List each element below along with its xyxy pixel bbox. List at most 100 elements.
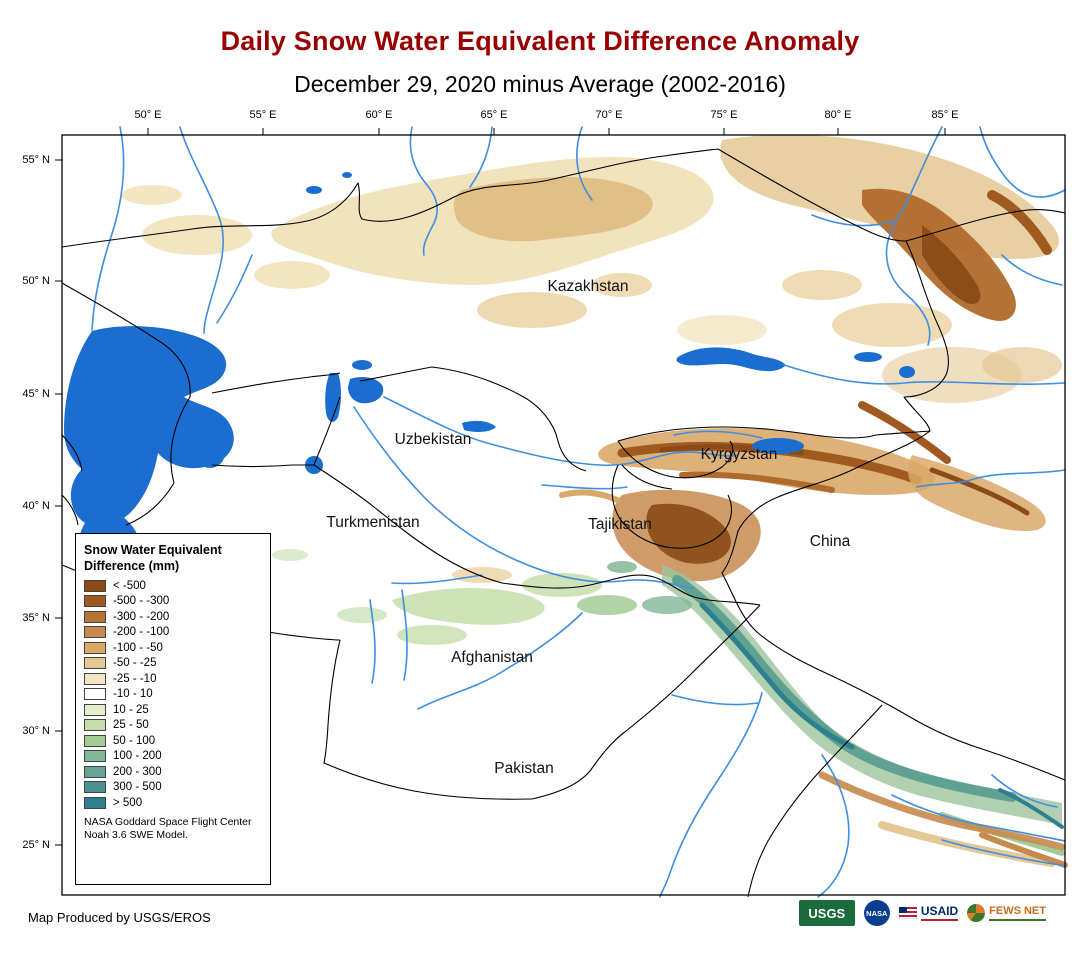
fewsnet-label: FEWS NET — [989, 905, 1046, 921]
legend-swatch — [84, 719, 106, 731]
legend-item-label: 10 - 25 — [113, 703, 149, 716]
lon-tick-label: 75° E — [710, 109, 738, 121]
legend-item: -25 - -10 — [84, 672, 262, 685]
legend-item-label: -100 - -50 — [113, 641, 163, 654]
country-label-uzbekistan: Uzbekistan — [394, 431, 472, 448]
legend-item: -10 - 10 — [84, 688, 262, 700]
lon-tick-label: 50° E — [134, 109, 162, 121]
legend-item: -100 - -50 — [84, 641, 262, 654]
aral-sea-west — [325, 373, 341, 422]
country-label-pakistan: Pakistan — [494, 760, 554, 777]
map-canvas: 50° E 55° E 60° E 65° E 70° E 75° E 80° … — [22, 109, 1068, 898]
country-label-turkmenistan: Turkmenistan — [326, 514, 420, 531]
page-subtitle: December 29, 2020 minus Average (2002-20… — [294, 71, 786, 97]
country-borders — [61, 148, 1066, 898]
lon-tick-label: 70° E — [595, 109, 623, 121]
legend-item: 25 - 50 — [84, 719, 262, 731]
legend-item-label: 100 - 200 — [113, 750, 162, 762]
axis-ticks — [55, 128, 946, 846]
logo-row: USGS NASA USAID FEWS NET — [798, 900, 1046, 926]
legend-item-label: < -500 — [113, 579, 146, 592]
anomaly-patches — [122, 134, 1068, 868]
legend-item: 10 - 25 — [84, 703, 262, 716]
legend-item-label: -50 - -25 — [113, 657, 157, 669]
legend-swatch — [84, 688, 106, 700]
legend-item-label: -500 - -300 — [113, 595, 170, 607]
fewsnet-globe-icon — [967, 904, 986, 922]
legend-item-label: 200 - 300 — [113, 765, 162, 778]
country-label-kazakhstan: Kazakhstan — [547, 278, 629, 295]
usaid-flag-icon — [898, 907, 917, 919]
legend-item: 100 - 200 — [84, 750, 262, 762]
kara-bogaz-gol — [195, 438, 225, 468]
legend-item-label: 300 - 500 — [113, 781, 162, 793]
aral-sea-east — [348, 377, 384, 404]
legend-swatch — [84, 703, 106, 716]
fewsnet-logo: FEWS NET — [967, 904, 1046, 922]
produced-by-text: Map Produced by USGS/EROS — [28, 910, 211, 925]
legend-item-label: 50 - 100 — [113, 734, 156, 747]
lat-tick-label: 30° N — [22, 725, 50, 737]
legend-item-label: -10 - 10 — [113, 688, 153, 700]
legend-swatch — [84, 750, 106, 762]
aral-sea-north — [352, 360, 372, 370]
lat-tick-label: 45° N — [22, 388, 50, 400]
legend-item-label: > 500 — [113, 796, 143, 809]
legend-title: Snow Water Equivalent Difference (mm) — [84, 543, 222, 574]
legend-swatch — [84, 641, 106, 654]
lat-tick-label: 50° N — [22, 275, 50, 287]
legend-item: -200 - -100 — [84, 626, 262, 638]
legend-swatch — [84, 595, 106, 607]
lon-tick-label: 60° E — [365, 109, 393, 121]
legend-item-label: -300 - -200 — [113, 610, 170, 623]
lat-tick-label: 25° N — [22, 839, 50, 851]
legend-swatch — [84, 626, 106, 638]
nasa-logo: NASA — [863, 900, 890, 926]
legend-item: -300 - -200 — [84, 610, 262, 623]
map-frame — [61, 134, 1066, 896]
country-label-china: China — [809, 533, 851, 550]
legend-items: < -500 -500 - -300 -300 - -200 -200 - -1… — [84, 579, 262, 809]
legend-item-label: -25 - -10 — [113, 672, 157, 685]
lon-tick-label: 55° E — [249, 109, 277, 121]
lake-zaysan — [854, 352, 882, 362]
legend-swatch — [84, 579, 106, 592]
lake-alakol — [899, 366, 915, 378]
legend-item: < -500 — [84, 579, 262, 592]
legend-item: > 500 — [84, 796, 262, 809]
legend-swatch — [84, 781, 106, 793]
country-label-tajikistan: Tajikistan — [588, 516, 652, 533]
legend-item: 200 - 300 — [84, 765, 262, 778]
lake-issyk-kul — [752, 438, 804, 454]
legend-item-label: -200 - -100 — [113, 626, 170, 638]
lake-balkhash — [676, 347, 786, 372]
country-label-kyrgyzstan: Kyrgyzstan — [700, 446, 778, 463]
legend-credit: NASA Goddard Space Flight Center Noah 3.… — [84, 815, 252, 842]
legend-swatch — [84, 796, 106, 809]
lon-tick-label: 80° E — [824, 109, 852, 121]
legend-item-label: 25 - 50 — [113, 719, 149, 731]
legend-swatch — [84, 657, 106, 669]
lat-tick-label: 55° N — [22, 154, 50, 166]
country-label-afghanistan: Afghanistan — [451, 649, 533, 666]
legend-swatch — [84, 672, 106, 685]
usaid-bar — [920, 919, 959, 921]
rivers — [91, 126, 1066, 898]
legend-item: 300 - 500 — [84, 781, 262, 793]
lon-tick-label: 85° E — [931, 109, 959, 121]
caspian-sea — [64, 326, 234, 527]
legend-swatch — [84, 610, 106, 623]
legend-swatch — [84, 765, 106, 778]
map-legend: Snow Water Equivalent Difference (mm) < … — [75, 533, 271, 885]
usaid-label: USAID — [920, 904, 959, 918]
legend-item: -500 - -300 — [84, 595, 262, 607]
aydar-lake — [462, 420, 496, 432]
lat-tick-label: 35° N — [22, 612, 50, 624]
legend-item: 50 - 100 — [84, 734, 262, 747]
legend-item: -50 - -25 — [84, 657, 262, 669]
page-title: Daily Snow Water Equivalent Difference A… — [220, 26, 860, 56]
usgs-logo: USGS — [798, 900, 855, 926]
usaid-logo: USAID — [898, 904, 959, 921]
legend-swatch — [84, 734, 106, 747]
lon-tick-label: 65° E — [480, 109, 508, 121]
